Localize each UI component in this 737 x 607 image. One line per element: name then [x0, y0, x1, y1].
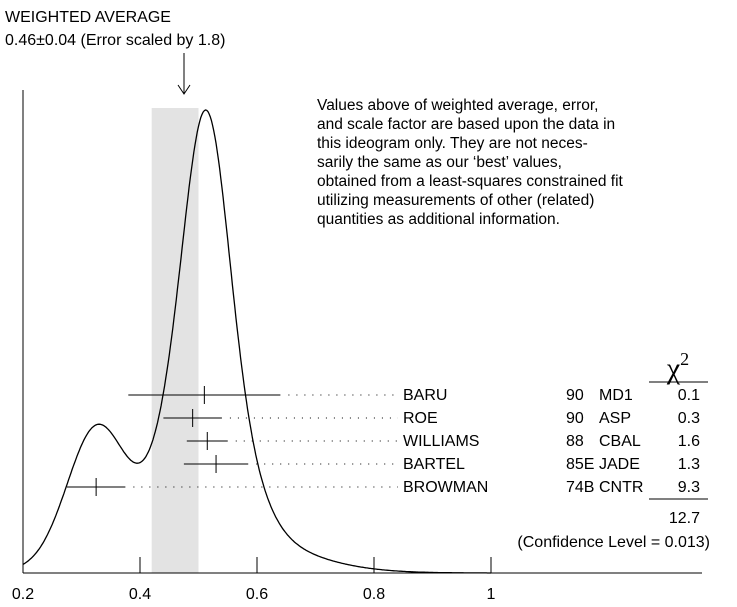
x-tick-label: 0.4	[129, 586, 151, 603]
measurement-row: BARU 90 MD1 0.1	[128, 386, 700, 404]
measurement-author: BARU	[403, 387, 447, 404]
measurement-author: BARTEL	[403, 456, 465, 473]
note-line-6: utilizing measurements of other (related…	[317, 192, 594, 209]
measurement-chi2: 1.3	[678, 456, 700, 473]
ideogram-curve	[22, 109, 491, 574]
chi2-symbol: χ	[666, 352, 681, 385]
weighted-average-arrowhead	[177, 84, 191, 95]
chi2-exponent: 2	[680, 349, 689, 369]
note-line-1: Values above of weighted average, error,	[317, 97, 598, 114]
measurement-chi2: 0.3	[678, 410, 700, 427]
measurement-year: 90	[566, 387, 584, 404]
measurement-chi2: 1.6	[678, 433, 700, 450]
x-axis-ticks: 0.2 0.4 0.6 0.8 1	[12, 557, 496, 603]
chart-subtitle: 0.46±0.04 (Error scaled by 1.8)	[5, 32, 225, 49]
note-line-4: sarily the same as our ‘best’ values,	[317, 154, 562, 171]
measurement-chi2: 0.1	[678, 387, 700, 404]
x-tick-label: 0.2	[12, 586, 34, 603]
measurement-technique: JADE	[599, 456, 640, 473]
measurement-technique: ASP	[599, 410, 631, 427]
measurement-technique: CNTR	[599, 479, 643, 496]
measurement-year: 85E	[566, 456, 594, 473]
note-line-5: obtained from a least-squares constraine…	[317, 173, 624, 190]
chi2-header: χ2	[666, 349, 689, 385]
measurement-row: BROWMAN 74B CNTR 9.3	[66, 478, 700, 496]
measurement-row: ROE 90 ASP 0.3	[163, 409, 700, 427]
x-tick-label: 0.6	[246, 586, 268, 603]
measurement-author: WILLIAMS	[403, 433, 479, 450]
x-tick-label: 0.8	[363, 586, 385, 603]
weighted-average-band	[151, 108, 199, 573]
measurement-chi2: 9.3	[678, 479, 700, 496]
measurement-technique: CBAL	[599, 433, 641, 450]
confidence-level: (Confidence Level = 0.013)	[517, 534, 710, 551]
measurement-author: ROE	[403, 410, 438, 427]
x-tick-label: 1	[487, 586, 496, 603]
measurement-year: 90	[566, 410, 584, 427]
note-line-7: quantities as additional information.	[317, 211, 560, 228]
chart-title: WEIGHTED AVERAGE	[5, 9, 171, 26]
note-line-2: and scale factor are based upon the data…	[317, 116, 615, 133]
note-line-3: this ideogram only. They are not neces-	[317, 135, 588, 152]
chi2-total: 12.7	[669, 510, 700, 527]
measurement-author: BROWMAN	[403, 479, 488, 496]
measurement-row: BARTEL 85E JADE 1.3	[183, 455, 700, 473]
measurement-year: 88	[566, 433, 584, 450]
measurement-row: WILLIAMS 88 CBAL 1.6	[186, 432, 700, 450]
measurement-year: 74B	[566, 479, 594, 496]
measurement-technique: MD1	[599, 387, 633, 404]
